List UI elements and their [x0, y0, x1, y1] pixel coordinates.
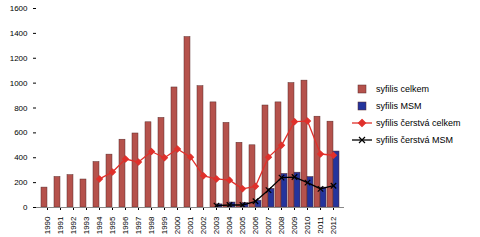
svg-text:1991: 1991 [56, 216, 65, 234]
svg-text:600: 600 [14, 128, 28, 137]
svg-text:1996: 1996 [121, 216, 130, 234]
svg-text:2001: 2001 [186, 216, 195, 234]
svg-text:1994: 1994 [95, 216, 104, 234]
svg-text:2011: 2011 [316, 216, 325, 234]
html-text:syfilis MSM: syfilis MSM [376, 100, 422, 111]
svg-text:2008: 2008 [277, 216, 286, 234]
svg-text:2004: 2004 [225, 216, 234, 234]
svg-text:1999: 1999 [160, 216, 169, 234]
svg-text:2005: 2005 [238, 216, 247, 234]
svg-text:1995: 1995 [108, 216, 117, 234]
svg-text:2003: 2003 [212, 216, 221, 234]
svg-text:200: 200 [14, 178, 28, 187]
svg-text:2000: 2000 [173, 216, 182, 234]
svg-text:2009: 2009 [290, 216, 299, 234]
svg-text:1998: 1998 [147, 216, 156, 234]
svg-text:800: 800 [14, 104, 28, 113]
svg-text:1400: 1400 [10, 29, 28, 38]
svg-text:1992: 1992 [69, 216, 78, 234]
svg-text:1200: 1200 [10, 54, 28, 63]
html-text:syfilis čerstvá celkem: syfilis čerstvá celkem [376, 117, 461, 128]
html-text:syfilis celkem: syfilis celkem [376, 83, 429, 94]
svg-text:2007: 2007 [264, 216, 273, 234]
svg-text:2012: 2012 [329, 216, 338, 234]
html-text:syfilis čerstvá MSM: syfilis čerstvá MSM [376, 134, 453, 145]
svg-text:1990: 1990 [43, 216, 52, 234]
svg-text:1600: 1600 [10, 4, 28, 13]
svg-text:0: 0 [23, 203, 28, 212]
svg-text:2006: 2006 [251, 216, 260, 234]
svg-text:1993: 1993 [82, 216, 91, 234]
svg-text:1000: 1000 [10, 79, 28, 88]
svg-text:1997: 1997 [134, 216, 143, 234]
svg-text:2010: 2010 [303, 216, 312, 234]
svg-text:400: 400 [14, 153, 28, 162]
svg-text:2002: 2002 [199, 216, 208, 234]
